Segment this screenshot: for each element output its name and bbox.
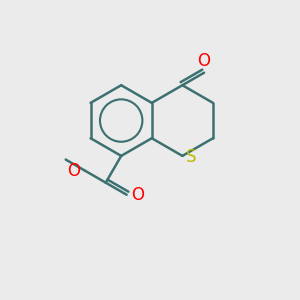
Text: S: S [186,148,196,166]
Text: O: O [68,162,80,180]
Text: O: O [198,52,211,70]
Text: O: O [131,186,144,204]
